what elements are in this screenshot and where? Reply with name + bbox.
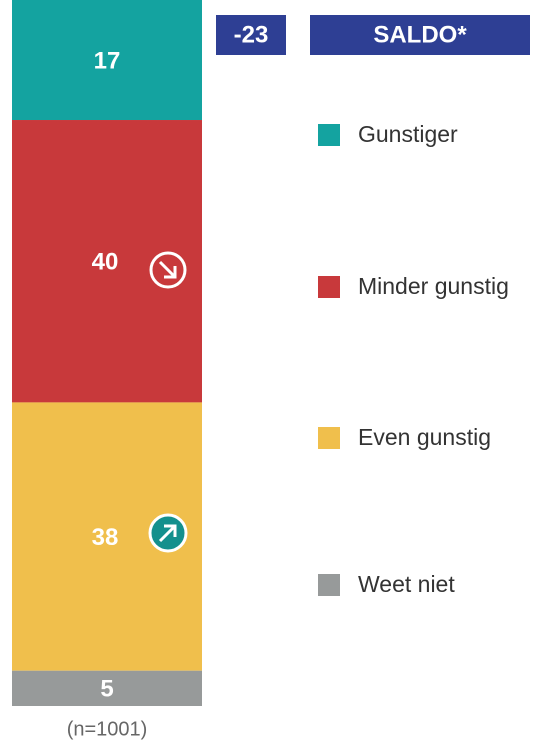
data-label: 40	[92, 249, 119, 276]
trend-up-icon	[148, 513, 188, 553]
legend-label: Minder gunstig	[358, 273, 509, 299]
bar-stack	[12, 0, 202, 706]
data-label: 38	[92, 524, 119, 551]
legend-label: Even gunstig	[358, 424, 491, 450]
saldo-header-box	[310, 15, 530, 55]
saldo-value-box	[216, 15, 286, 55]
legend-swatch	[318, 427, 340, 449]
legend-label: Weet niet	[358, 571, 455, 597]
sample-note: (n=1001)	[67, 718, 148, 740]
legend-swatch	[318, 124, 340, 146]
bar-segment	[12, 0, 202, 121]
saldo-header: SALDO*	[373, 21, 467, 48]
data-label: 5	[100, 676, 113, 703]
legend-swatch	[318, 276, 340, 298]
legend-label: Gunstiger	[358, 121, 458, 147]
data-label: 17	[94, 47, 121, 74]
legend-swatch	[318, 574, 340, 596]
saldo-value: -23	[234, 21, 269, 48]
trend-down-icon	[149, 251, 187, 289]
bar-segment	[12, 670, 202, 706]
